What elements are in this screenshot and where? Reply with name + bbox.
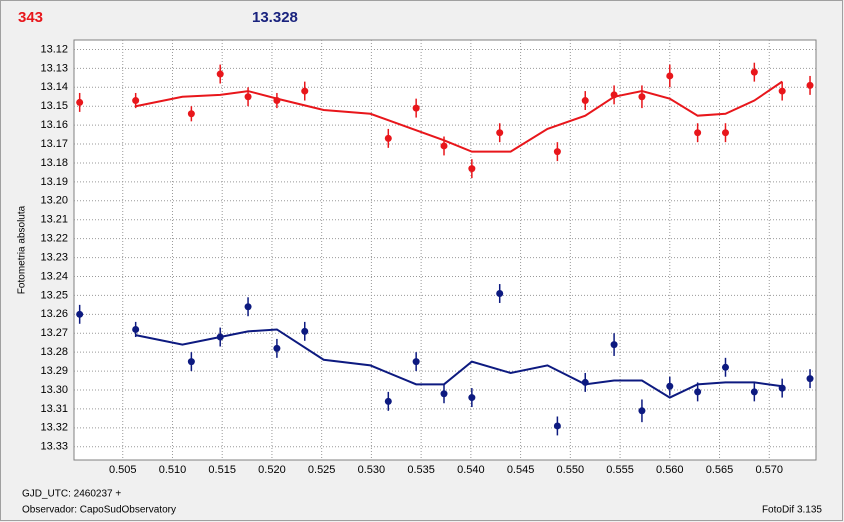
y-tick-label: 13.27: [40, 327, 68, 339]
data-point: [187, 110, 195, 118]
title-left: 343: [18, 9, 43, 26]
y-tick-label: 13.13: [40, 62, 68, 74]
x-tick-label: 0.555: [606, 464, 634, 476]
y-tick-label: 13.25: [40, 289, 68, 301]
data-point: [216, 333, 224, 341]
x-tick-label: 0.510: [159, 464, 187, 476]
data-point: [666, 382, 674, 390]
data-point: [384, 134, 392, 142]
data-point: [468, 394, 476, 402]
data-point: [301, 327, 309, 335]
data-point: [468, 165, 476, 173]
x-tick-label: 0.515: [208, 464, 236, 476]
data-point: [750, 388, 758, 396]
data-point: [496, 129, 504, 137]
data-point: [553, 148, 561, 156]
data-point: [440, 142, 448, 150]
y-tick-label: 13.16: [40, 119, 68, 131]
data-point: [553, 422, 561, 430]
y-axis-label: Fotometria absoluta: [17, 205, 28, 294]
y-tick-label: 13.19: [40, 176, 68, 188]
y-tick-label: 13.18: [40, 157, 68, 169]
y-tick-label: 13.24: [40, 270, 68, 282]
data-point: [581, 97, 589, 105]
data-point: [721, 363, 729, 371]
data-point: [666, 72, 674, 80]
data-point: [384, 397, 392, 405]
data-point: [412, 104, 420, 112]
data-point: [694, 129, 702, 137]
y-tick-label: 13.32: [40, 422, 68, 434]
data-point: [412, 358, 420, 366]
data-point: [216, 70, 224, 78]
data-point: [273, 97, 281, 105]
data-point: [301, 87, 309, 95]
data-point: [244, 93, 252, 101]
x-tick-label: 0.565: [706, 464, 734, 476]
data-point: [806, 81, 814, 89]
x-tick-label: 0.570: [755, 464, 783, 476]
y-tick-label: 13.23: [40, 251, 68, 263]
y-tick-label: 13.28: [40, 346, 68, 358]
y-tick-label: 13.29: [40, 365, 68, 377]
x-tick-label: 0.525: [308, 464, 336, 476]
y-tick-label: 13.14: [40, 81, 68, 93]
data-point: [132, 325, 140, 333]
data-point: [76, 98, 84, 106]
title-center: 13.328: [252, 9, 298, 26]
y-tick-label: 13.30: [40, 384, 68, 396]
data-point: [187, 358, 195, 366]
y-tick-label: 13.21: [40, 214, 68, 226]
x-tick-label: 0.535: [407, 464, 435, 476]
data-point: [721, 129, 729, 137]
data-point: [132, 97, 140, 105]
data-point: [610, 91, 618, 99]
data-point: [778, 384, 786, 392]
data-point: [76, 310, 84, 318]
data-point: [581, 378, 589, 386]
x-tick-label: 0.560: [656, 464, 684, 476]
y-tick-label: 13.26: [40, 308, 68, 320]
y-tick-label: 13.17: [40, 138, 68, 150]
y-tick-label: 13.20: [40, 195, 68, 207]
data-point: [806, 375, 814, 383]
fit-line: [135, 328, 783, 399]
data-point: [694, 388, 702, 396]
x-tick-label: 0.550: [557, 464, 585, 476]
x-tick-label: 0.530: [358, 464, 386, 476]
data-point: [638, 407, 646, 415]
footer-observer: Observador: CapoSudObservatory: [22, 505, 176, 516]
x-tick-label: 0.505: [109, 464, 137, 476]
x-tick-label: 0.520: [258, 464, 286, 476]
data-point: [273, 344, 281, 352]
y-tick-label: 13.31: [40, 403, 68, 415]
y-tick-label: 13.33: [40, 441, 68, 453]
footer-date: GJD_UTC: 2460237 +: [22, 489, 121, 500]
y-tick-label: 13.15: [40, 100, 68, 112]
data-point: [610, 341, 618, 349]
data-point: [750, 68, 758, 76]
y-tick-label: 13.22: [40, 233, 68, 245]
data-point: [638, 93, 646, 101]
data-point: [778, 87, 786, 95]
data-point: [244, 303, 252, 311]
data-point: [496, 290, 504, 298]
y-tick-label: 13.12: [40, 43, 68, 55]
x-tick-label: 0.545: [507, 464, 535, 476]
data-point: [440, 390, 448, 398]
credit: FotoDif 3.135: [762, 505, 822, 516]
x-tick-label: 0.540: [457, 464, 485, 476]
